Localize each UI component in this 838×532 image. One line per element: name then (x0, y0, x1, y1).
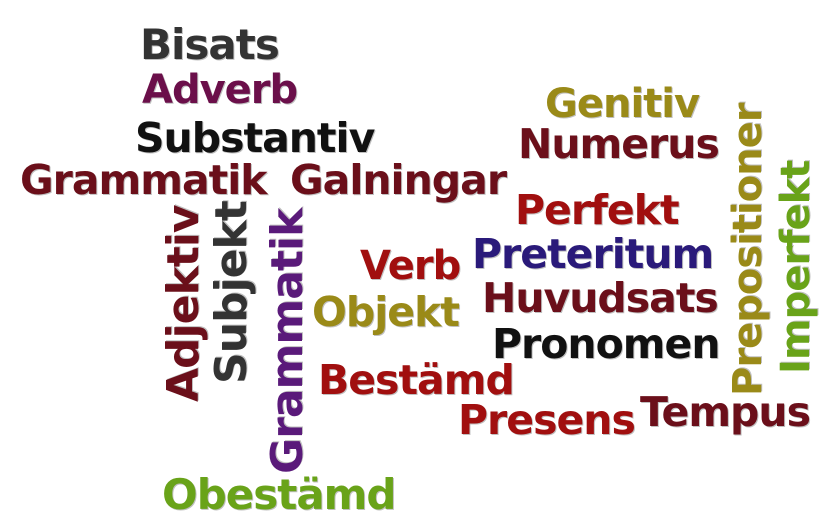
word-preteritum: Preteritum (472, 230, 714, 278)
word-adjektiv: Adjektiv (158, 205, 209, 402)
word-huvudsats: Huvudsats (482, 274, 719, 322)
word-pronomen: Pronomen (492, 320, 721, 368)
word-perfekt: Perfekt (515, 186, 680, 234)
word-galningar: Galningar (290, 156, 507, 204)
word-numerus: Numerus (518, 120, 720, 168)
word-grammatik-horizontal: Grammatik (20, 156, 268, 204)
word-genitiv: Genitiv (545, 81, 700, 127)
word-obestamd: Obestämd (162, 470, 396, 519)
word-substantiv: Substantiv (135, 114, 375, 162)
word-prepositioner: Prepositioner (725, 103, 771, 396)
word-presens: Presens (458, 396, 636, 444)
word-tempus: Tempus (640, 388, 811, 436)
word-objekt: Objekt (312, 288, 460, 336)
word-bisats: Bisats (140, 20, 280, 69)
word-imperfekt: Imperfekt (773, 160, 819, 374)
word-verb: Verb (360, 243, 461, 289)
word-grammatik-vertical: Grammatik (262, 208, 313, 474)
word-bestamd: Bestämd (318, 356, 515, 404)
word-adverb: Adverb (142, 67, 298, 113)
word-subjekt: Subjekt (206, 201, 257, 384)
